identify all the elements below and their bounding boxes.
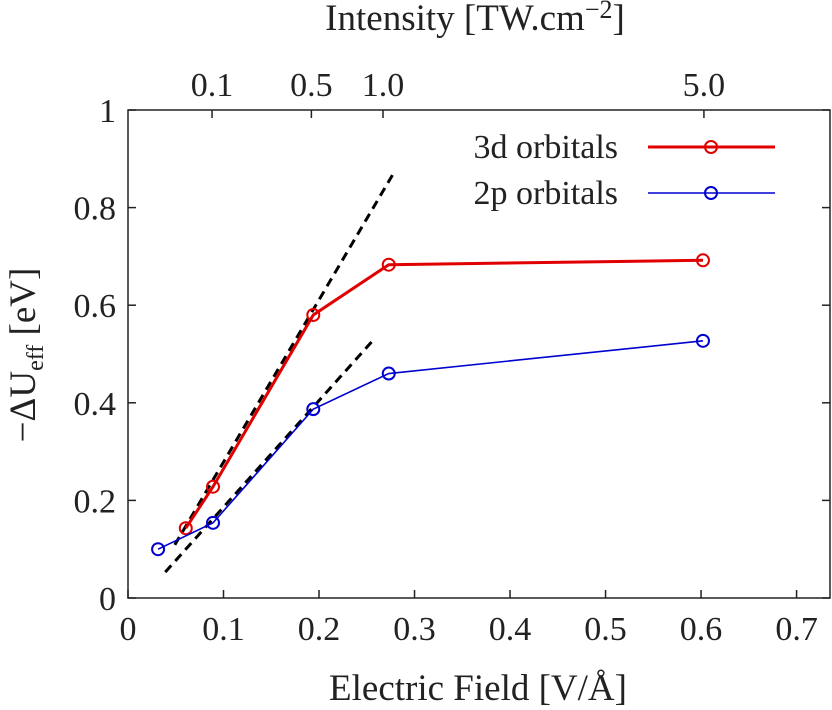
data-point: [695, 333, 710, 348]
x-tick-label: 0.2: [298, 611, 341, 648]
y-axis-title: −ΔUeff [eV]: [3, 268, 49, 443]
x-tick-label: 0.6: [680, 611, 723, 648]
legend-label: 3d orbitals: [474, 129, 618, 166]
reference-line: [164, 338, 375, 574]
x2-tick-label: 0.1: [191, 67, 234, 104]
x-tick-label: 0.1: [202, 611, 245, 648]
plot-frame: [127, 109, 831, 599]
data-point: [151, 542, 166, 557]
y-tick-label: 0.8: [74, 191, 117, 228]
y-title-part: [eV]: [3, 268, 44, 345]
x2-axis-title: Intensity [TW.cm−2]: [325, 0, 625, 39]
y-tick-label: 0.6: [74, 288, 117, 325]
data-point: [381, 257, 396, 272]
data-point: [306, 307, 321, 322]
data-point: [206, 515, 221, 530]
y-tick-label: 0: [99, 581, 116, 618]
x-tick-label: 0: [120, 611, 137, 648]
x-tick-label: 0.3: [393, 611, 436, 648]
x2-title-part: ]: [612, 0, 624, 39]
x-axis-title: Electric Field [V/Å]: [329, 668, 627, 709]
x-tick-label: 0.4: [489, 611, 532, 648]
y-tick-label: 0.2: [74, 483, 117, 520]
data-point: [695, 253, 710, 268]
x-tick-label: 0.5: [584, 611, 627, 648]
series-line: [157, 340, 704, 550]
reference-line: [173, 174, 394, 546]
x2-tick-label: 5.0: [683, 67, 726, 104]
y-title-part: −ΔU: [3, 371, 44, 442]
x-tick-label: 0.7: [775, 611, 818, 648]
data-point: [206, 479, 221, 494]
x2-title-part: Intensity [TW.cm: [325, 0, 585, 39]
data-point: [381, 366, 396, 381]
x2-tick-label: 0.5: [290, 67, 333, 104]
series-line: [184, 258, 703, 530]
data-point: [306, 402, 321, 417]
y-tick-label: 1: [99, 93, 116, 130]
x2-title-sup: −2: [585, 0, 613, 24]
x2-tick-label: 1.0: [362, 67, 405, 104]
y-tick-label: 0.4: [74, 386, 117, 423]
legend-marker: [704, 140, 718, 154]
legend-label: 2p orbitals: [474, 175, 618, 212]
y-title-sub: eff: [23, 345, 49, 371]
legend-marker: [704, 186, 718, 200]
data-point: [178, 521, 193, 536]
